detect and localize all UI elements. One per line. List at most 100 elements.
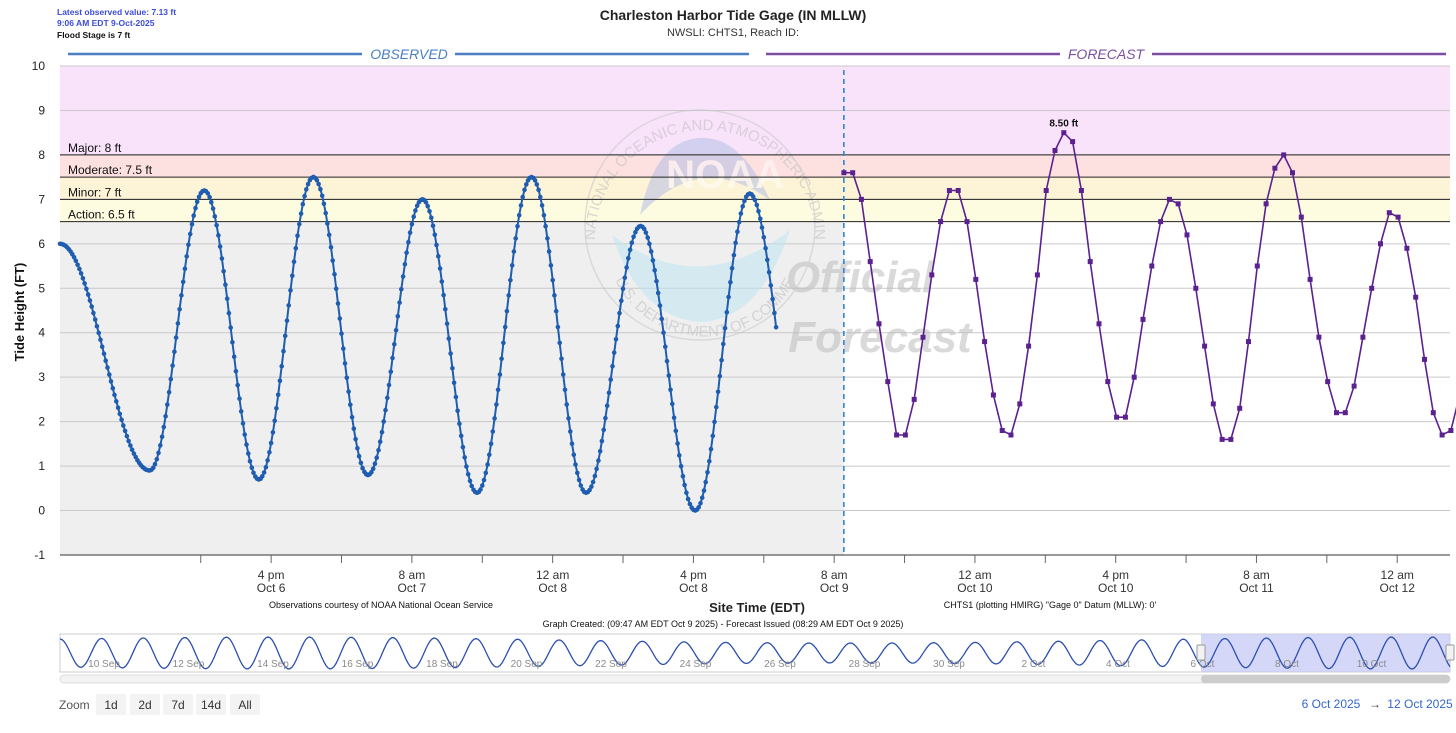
observed-point bbox=[226, 310, 232, 316]
x-tick-label-date: Oct 10 bbox=[1098, 581, 1134, 595]
observed-point bbox=[217, 244, 223, 249]
observed-point bbox=[154, 456, 160, 462]
observed-point bbox=[722, 325, 728, 331]
observed-point bbox=[497, 372, 503, 377]
observed-point bbox=[437, 266, 443, 271]
observed-point bbox=[432, 232, 438, 238]
observed-point bbox=[504, 308, 510, 314]
forecast-point bbox=[1360, 334, 1366, 340]
observed-point bbox=[383, 407, 388, 413]
flood-stage-note: Flood Stage is 7 ft bbox=[57, 30, 130, 40]
observed-point bbox=[173, 335, 179, 340]
observed-point bbox=[156, 450, 161, 456]
observed-point bbox=[392, 341, 397, 347]
observed-point bbox=[522, 187, 527, 193]
observed-point bbox=[85, 292, 91, 297]
observed-point bbox=[541, 212, 547, 218]
observed-point bbox=[724, 310, 730, 315]
observed-point bbox=[750, 194, 756, 199]
forecast-point bbox=[964, 219, 970, 225]
observed-point bbox=[719, 357, 724, 363]
scrollbar-thumb[interactable] bbox=[1201, 675, 1450, 683]
observed-point bbox=[219, 256, 225, 261]
observed-point bbox=[337, 316, 343, 321]
navigator-label: 4 Oct bbox=[1106, 659, 1130, 670]
forecast-point bbox=[1078, 188, 1084, 193]
observed-point bbox=[291, 259, 297, 265]
observed-point bbox=[186, 242, 191, 248]
observed-point bbox=[103, 358, 108, 364]
zoom-button-7d[interactable]: 7d bbox=[163, 694, 193, 715]
observed-point bbox=[615, 323, 621, 329]
y-tick-label: 8 bbox=[38, 148, 45, 162]
observed-point bbox=[270, 430, 276, 435]
observed-point bbox=[571, 452, 577, 458]
observed-point bbox=[675, 441, 680, 446]
range-to[interactable]: 12 Oct 2025 bbox=[1387, 697, 1453, 711]
observed-point bbox=[284, 318, 290, 323]
observed-point bbox=[458, 433, 464, 439]
observed-point bbox=[752, 197, 758, 203]
observed-point bbox=[707, 459, 712, 464]
navigator-label: 14 Sep bbox=[257, 659, 289, 670]
observed-point bbox=[425, 203, 431, 209]
observed-point bbox=[576, 477, 582, 483]
threshold-label-major: Major: 8 ft bbox=[68, 141, 122, 155]
observed-point bbox=[216, 233, 221, 238]
observed-point bbox=[305, 181, 311, 187]
observed-point bbox=[717, 373, 723, 379]
forecast-point bbox=[850, 170, 856, 176]
observed-point bbox=[112, 392, 117, 398]
observed-point bbox=[196, 194, 202, 200]
zoom-button-all[interactable]: All bbox=[230, 694, 260, 715]
observed-point bbox=[98, 337, 103, 343]
observed-point bbox=[348, 402, 353, 408]
observed-point bbox=[619, 298, 624, 304]
forecast-point bbox=[1114, 414, 1120, 420]
y-tick-label: 7 bbox=[38, 192, 45, 206]
observed-point bbox=[372, 461, 378, 467]
navigator[interactable]: 10 Sep 12 Sep 14 Sep 16 Sep 18 Sep 20 Sep 22 S… bbox=[59, 633, 1455, 684]
observed-point bbox=[731, 252, 737, 258]
observed-point bbox=[631, 234, 636, 240]
observed-point bbox=[386, 382, 392, 388]
observed-point bbox=[740, 204, 745, 209]
observed-point bbox=[758, 216, 763, 222]
observed-point bbox=[703, 479, 708, 485]
observed-point bbox=[182, 266, 188, 272]
zoom-button-2d[interactable]: 2d bbox=[130, 694, 160, 715]
zoom-buttons: 1d 2d 7d 14d All bbox=[96, 694, 260, 715]
observed-point bbox=[622, 275, 628, 281]
range-from[interactable]: 6 Oct 2025 bbox=[1302, 697, 1361, 711]
observed-point bbox=[520, 194, 525, 200]
observed-point bbox=[328, 245, 334, 250]
navigator-handle-right[interactable] bbox=[1445, 644, 1455, 661]
observed-point bbox=[230, 340, 235, 345]
observed-point bbox=[314, 177, 320, 183]
observed-point bbox=[539, 203, 545, 208]
observed-point bbox=[485, 462, 490, 467]
forecast-point bbox=[1034, 272, 1040, 278]
observed-point bbox=[568, 429, 573, 434]
observed-point bbox=[627, 247, 633, 253]
forecast-point bbox=[1272, 165, 1278, 171]
observed-point bbox=[114, 399, 119, 404]
observed-point bbox=[666, 373, 672, 378]
observed-point bbox=[518, 203, 524, 208]
forecast-point bbox=[1166, 196, 1172, 202]
observed-point bbox=[430, 223, 436, 228]
zoom-button-14d[interactable]: 14d bbox=[196, 694, 226, 715]
seal-sky bbox=[640, 137, 770, 215]
observed-point bbox=[293, 246, 299, 251]
forecast-point bbox=[929, 272, 935, 278]
observed-point bbox=[319, 193, 325, 199]
forecast-point bbox=[1254, 263, 1260, 269]
navigator-handle-left[interactable] bbox=[1196, 644, 1206, 661]
zoom-button-1d[interactable]: 1d bbox=[96, 694, 126, 715]
observed-point bbox=[286, 303, 292, 308]
forecast-point bbox=[938, 219, 944, 225]
observed-point bbox=[404, 250, 409, 256]
observed-point bbox=[524, 182, 529, 187]
observed-point bbox=[455, 408, 460, 414]
forecast-point bbox=[1298, 214, 1304, 220]
